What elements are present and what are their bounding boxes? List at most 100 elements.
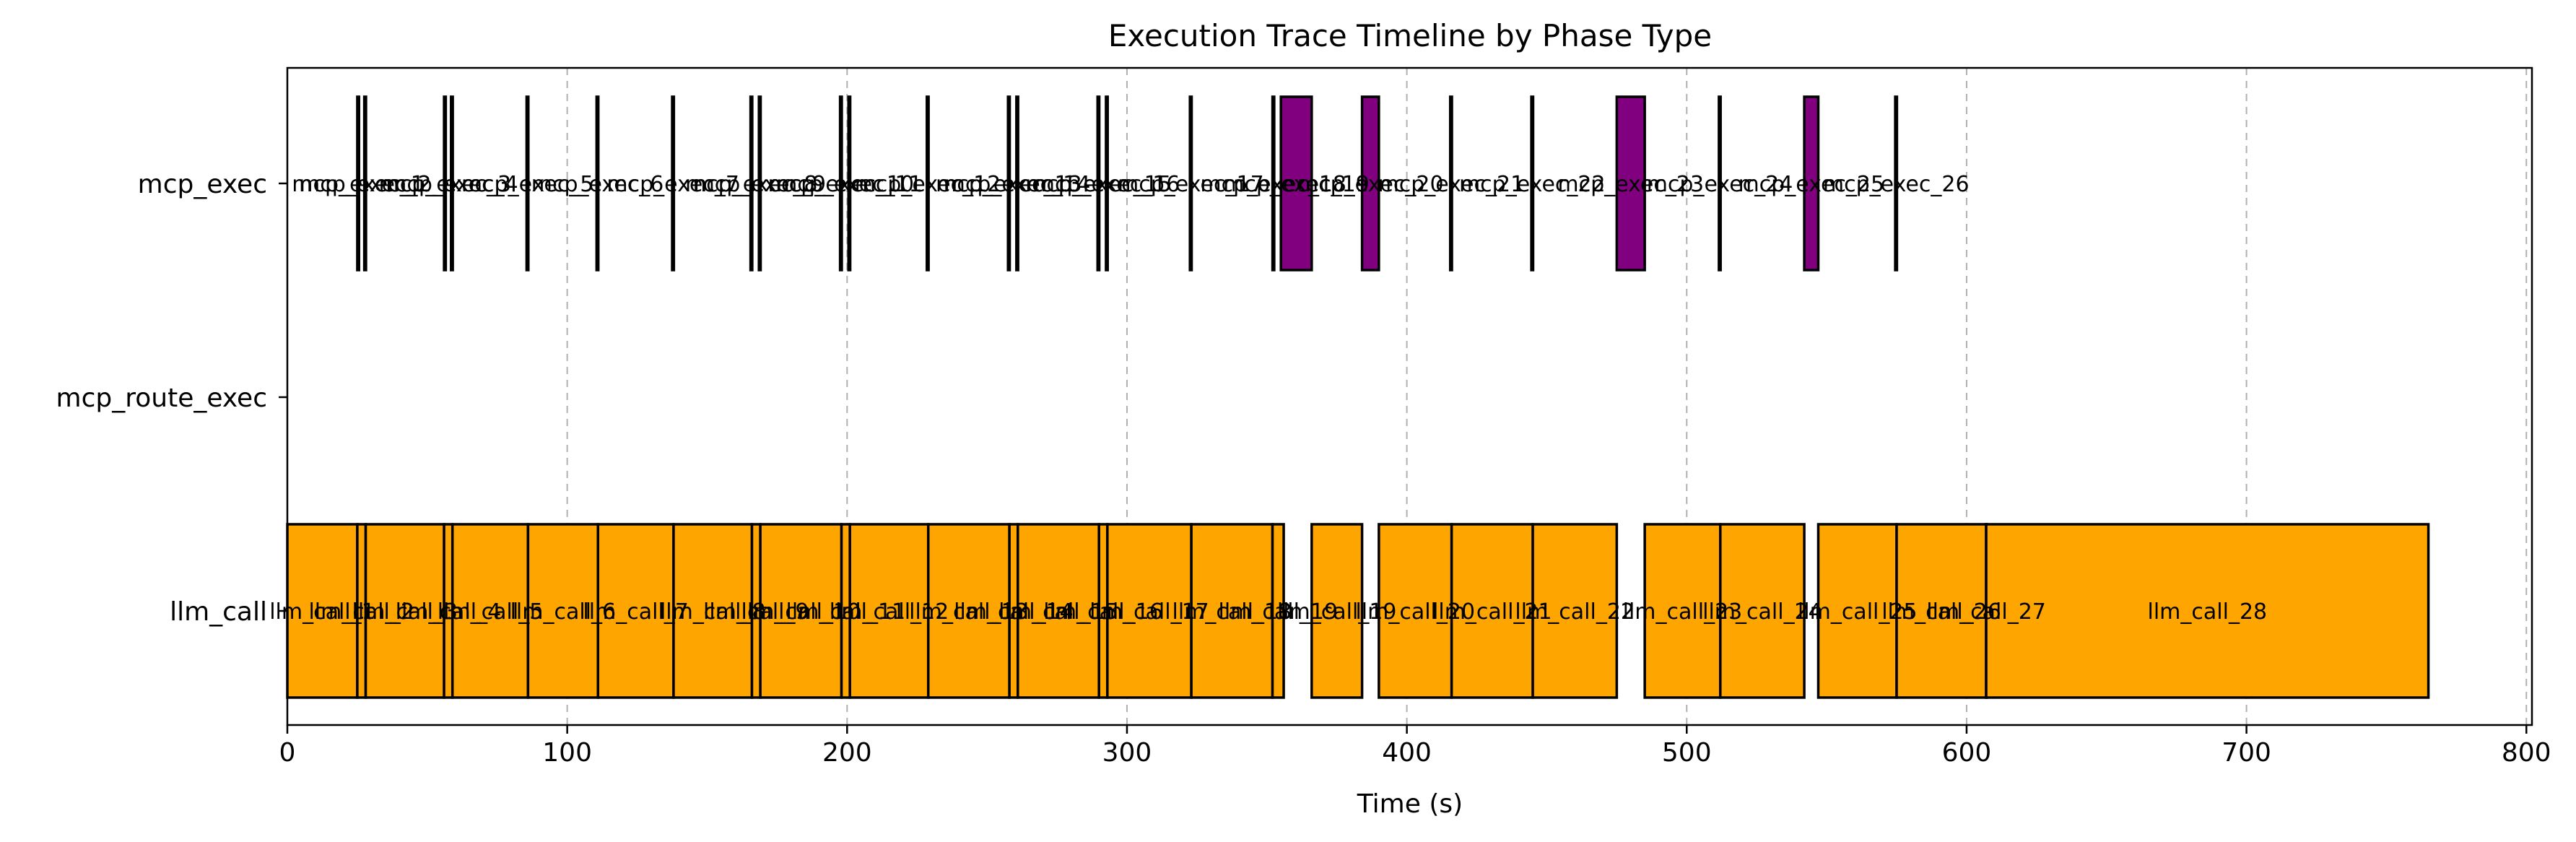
bar-label: mcp_exec_19 xyxy=(1223,172,1370,197)
timeline-bar xyxy=(443,95,448,272)
bar-label: mcp_exec_7 xyxy=(606,172,739,197)
bar-label: llm_call_11 xyxy=(786,599,906,625)
x-tick-label: 600 xyxy=(1942,738,1992,768)
timeline-bar xyxy=(1894,95,1899,272)
bar-label: mcp_exec_4 xyxy=(386,172,518,197)
bar-label: mcp_exec_24 xyxy=(1647,172,1793,197)
timeline-bar xyxy=(671,95,676,272)
timeline-bar xyxy=(848,523,930,699)
timeline-bar xyxy=(1643,523,1722,699)
timeline-bar xyxy=(1985,523,2430,699)
timeline-bar xyxy=(1188,95,1193,272)
timeline-bar xyxy=(525,95,530,272)
timeline-bar xyxy=(838,95,843,272)
bar-label: llm_call_13 xyxy=(909,599,1029,625)
timeline-bar xyxy=(364,523,445,699)
bar-label: llm_call_17 xyxy=(1089,599,1209,625)
timeline-bar xyxy=(1719,523,1806,699)
timeline-bar xyxy=(1816,523,1898,699)
timeline-bar xyxy=(1096,95,1101,272)
y-tick-label: mcp_exec xyxy=(138,170,267,199)
bar-label: mcp_exec_10 xyxy=(767,172,914,197)
bar-label: mcp_exec_22 xyxy=(1459,172,1606,197)
bar-label: mcp_exec_21 xyxy=(1378,172,1525,197)
bar-label: llm_call_5 xyxy=(438,599,544,625)
timeline-bar xyxy=(749,95,754,272)
timeline-bar xyxy=(1378,523,1453,699)
timeline-bar xyxy=(1530,95,1535,272)
bar-label: llm_call_3 xyxy=(352,599,458,625)
bar-label: mcp_exec_8 xyxy=(685,172,818,197)
timeline-bar xyxy=(1106,523,1193,699)
bar-label: llm_call_2 xyxy=(308,599,414,625)
timeline-bar xyxy=(595,95,600,272)
x-tick-label: 400 xyxy=(1382,738,1432,768)
timeline-bar xyxy=(1190,523,1274,699)
timeline-bar xyxy=(1006,95,1011,272)
x-tick-label: 100 xyxy=(542,738,592,768)
timeline-bar xyxy=(356,95,360,272)
bar-labels: llm_call_1llm_call_2llm_call_3llm_call_4… xyxy=(269,172,2267,625)
bar-label: llm_call_14 xyxy=(954,599,1074,625)
timeline-bar xyxy=(1803,95,1820,272)
bar-label: llm_call_24 xyxy=(1702,599,1822,625)
bar-label: mcp_exec_18 xyxy=(1200,172,1346,197)
timeline-bar xyxy=(1271,95,1276,272)
bar-label: llm_call_25 xyxy=(1798,599,1918,625)
timeline-bar xyxy=(286,523,359,699)
timeline-bar xyxy=(526,523,600,699)
timeline-bar xyxy=(1448,95,1453,272)
bar-label: mcp_exec_25 xyxy=(1738,172,1884,197)
bar-label: llm_call_6 xyxy=(510,599,617,625)
y-tick-label: llm_call xyxy=(170,597,267,627)
x-tick-label: 0 xyxy=(279,738,296,768)
bar-label: llm_call_10 xyxy=(741,599,861,625)
bar-label: mcp_exec_1 xyxy=(292,172,425,197)
timeline-bar xyxy=(1015,95,1019,272)
bar-label: llm_call_28 xyxy=(2148,599,2268,625)
timeline-bar xyxy=(362,95,367,272)
bar-label: mcp_exec_6 xyxy=(531,172,664,197)
bar-label: llm_call_15 xyxy=(998,599,1118,625)
bar-label: mcp_exec_20 xyxy=(1297,172,1444,197)
timeline-bar xyxy=(847,95,852,272)
timeline-bar xyxy=(1310,523,1364,699)
bar-label: llm_call_7 xyxy=(583,599,689,625)
timeline-bar xyxy=(926,523,1011,699)
x-axis-title: Time (s) xyxy=(1357,789,1463,819)
timeline-bar xyxy=(450,95,454,272)
bar-label: llm_call_8 xyxy=(660,599,766,625)
bar-label: llm_call_9 xyxy=(703,599,809,625)
bar-label: mcp_exec_13 xyxy=(936,172,1082,197)
timeline-bar xyxy=(1615,95,1646,272)
bar-label: mcp_exec_5 xyxy=(461,172,594,197)
timeline-bar xyxy=(672,523,754,699)
timeline-bar xyxy=(1895,523,1988,699)
bar-label: llm_call_21 xyxy=(1432,599,1552,625)
timeline-bar xyxy=(757,95,762,272)
timeline-bar xyxy=(1531,523,1619,699)
timeline-bar xyxy=(759,523,843,699)
timeline-bar xyxy=(1105,95,1109,272)
y-tick-label: mcp_route_exec xyxy=(56,383,267,413)
timeline-bar xyxy=(1450,523,1534,699)
x-tick-label: 800 xyxy=(2502,738,2551,768)
bar-label: mcp_exec_15 xyxy=(1025,172,1172,197)
bar-label: mcp_exec_14 xyxy=(944,172,1091,197)
bar-label: llm_call_20 xyxy=(1355,599,1475,625)
bar-label: mcp_exec_2 xyxy=(299,172,432,197)
y-axis: llm_call mcp_route_exec mcp_exec xyxy=(56,170,287,627)
bar-label: mcp_exec_12 xyxy=(855,172,1001,197)
bar-label: llm_call_12 xyxy=(830,599,949,625)
bar-label: mcp_exec_3 xyxy=(378,172,511,197)
x-tick-label: 700 xyxy=(2222,738,2271,768)
x-axis: 0 100 200 300 400 500 600 700 800 xyxy=(279,725,2551,768)
bar-label: llm_call_26 xyxy=(1881,599,2001,625)
bar-label: llm_call_16 xyxy=(1043,599,1163,625)
bar-label: mcp_exec_26 xyxy=(1823,172,1970,197)
bar-label: mcp_exec_9 xyxy=(694,172,827,197)
bar-label: mcp_exec_17 xyxy=(1118,172,1264,197)
x-tick-label: 300 xyxy=(1102,738,1152,768)
x-tick-label: 200 xyxy=(822,738,872,768)
